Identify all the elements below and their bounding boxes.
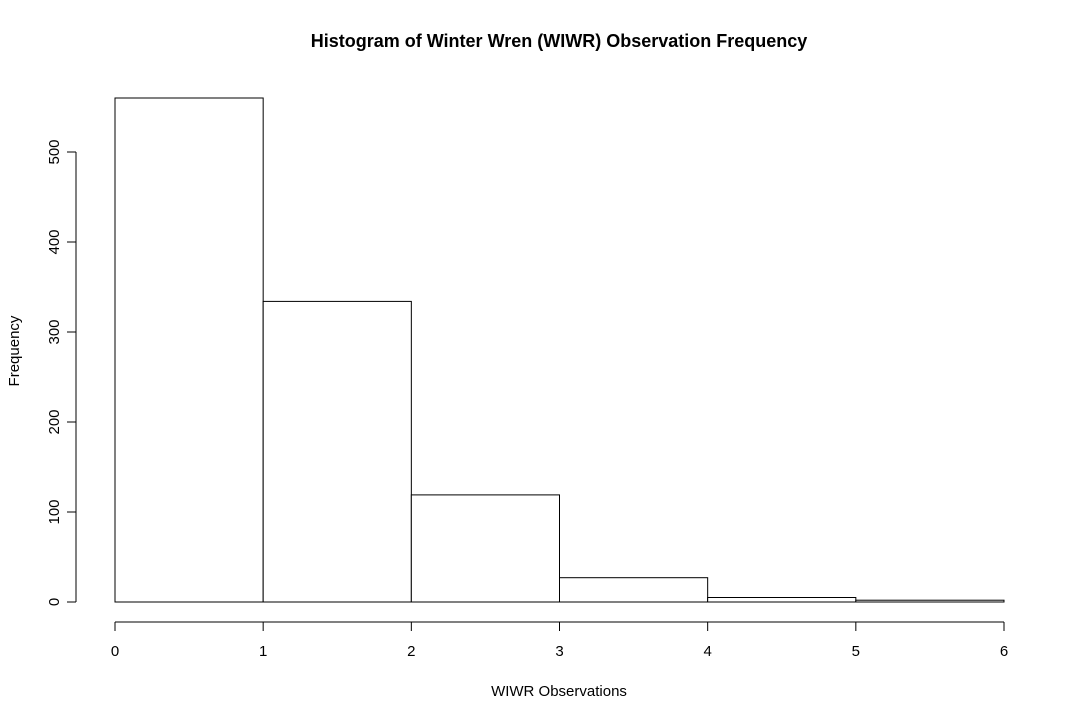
y-tick-label-300: 300	[46, 319, 63, 344]
histogram-bar-4	[707, 597, 857, 603]
chart-title: Histogram of Winter Wren (WIWR) Observat…	[311, 31, 808, 51]
histogram-bar-5	[855, 599, 1005, 603]
histogram-bars	[114, 97, 1005, 603]
x-tick-label-0: 0	[111, 643, 119, 660]
histogram-bar-3	[559, 577, 709, 603]
y-tick-label-500: 500	[46, 139, 63, 164]
x-axis: 0 1 2 3 4 5 6	[111, 621, 1008, 660]
x-tick-label-2: 2	[407, 643, 415, 660]
y-tick-label-400: 400	[46, 229, 63, 254]
x-tick-label-1: 1	[259, 643, 267, 660]
x-tick-label-6: 6	[1000, 643, 1008, 660]
x-tick-label-5: 5	[852, 643, 860, 660]
y-tick-label-200: 200	[46, 409, 63, 434]
x-tick-label-3: 3	[555, 643, 563, 660]
histogram-bar-0	[114, 97, 264, 603]
y-tick-label-0: 0	[46, 598, 63, 606]
x-axis-label: WIWR Observations	[491, 683, 627, 700]
y-tick-label-100: 100	[46, 499, 63, 524]
y-axis: 0 100 200 300 400 500	[46, 139, 77, 606]
histogram-bar-1	[262, 300, 412, 603]
x-tick-label-4: 4	[703, 643, 711, 660]
y-axis-label: Frequency	[6, 315, 23, 386]
histogram-bar-2	[410, 494, 561, 603]
